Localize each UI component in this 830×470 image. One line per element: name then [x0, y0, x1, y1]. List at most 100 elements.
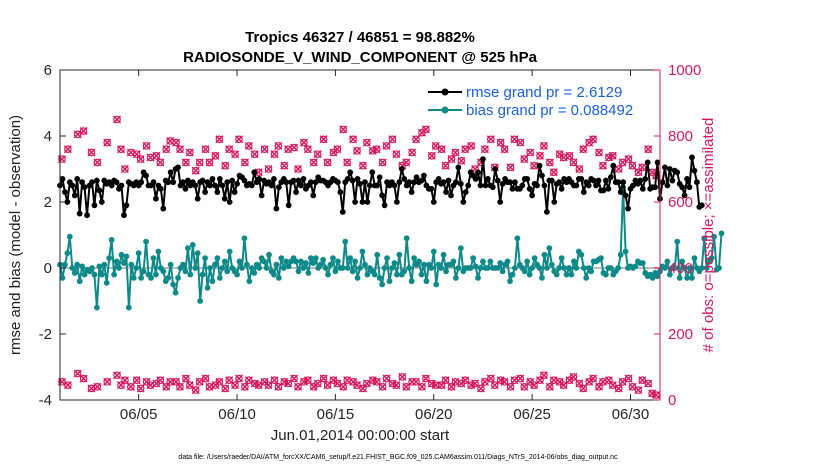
- bias-point: [664, 258, 671, 265]
- bias-point: [71, 270, 78, 276]
- rmse-point: [639, 185, 646, 192]
- bias-point: [580, 265, 587, 271]
- obs-possible-point: [294, 165, 302, 173]
- rmse-point: [455, 164, 462, 171]
- obs-possible-cross: [303, 145, 312, 154]
- obs-possible-point: [211, 152, 220, 160]
- obs-assimilated-circle: [176, 382, 184, 391]
- obs-possible-point: [614, 165, 623, 173]
- rmse-point: [408, 189, 415, 196]
- rmse-point: [509, 185, 516, 192]
- rmse-point: [524, 176, 531, 182]
- bias-point: [708, 255, 715, 261]
- rmse-point: [300, 176, 307, 182]
- obs-assimilated-circle: [487, 374, 495, 383]
- obs-assimilated-point: [614, 384, 623, 393]
- chart-title-line2: RADIOSONDE_V_WIND_COMPONENT @ 525 hPa: [183, 49, 538, 66]
- rmse-point: [536, 162, 543, 169]
- bias-point: [457, 245, 464, 252]
- rmse-point: [590, 177, 597, 184]
- bias-point: [216, 275, 223, 281]
- rmse-point: [89, 179, 95, 186]
- bias-point: [209, 278, 216, 285]
- obs-assimilated-circle: [274, 382, 283, 391]
- bias-point: [681, 265, 688, 271]
- bias-point: [487, 258, 494, 265]
- obs-possible-cross: [569, 158, 578, 167]
- bias-point: [546, 245, 553, 252]
- bias-point: [571, 258, 577, 265]
- obs-possible-cross: [185, 148, 194, 157]
- bias-point: [603, 271, 609, 278]
- rmse-point: [81, 184, 88, 191]
- obs-assimilated-point: [63, 381, 72, 390]
- bias-point: [711, 233, 717, 240]
- bias-point: [180, 261, 186, 268]
- bias-point: [123, 253, 130, 260]
- rmse-point: [108, 182, 115, 189]
- obs-assimilated-point: [589, 374, 598, 383]
- x-tick-label: 06/15: [317, 406, 355, 423]
- y-axis-left-label: rmse and bias (model - observation): [7, 115, 24, 355]
- obs-possible-point: [221, 161, 230, 170]
- obs-possible-point: [487, 135, 495, 144]
- bias-point: [300, 265, 307, 271]
- rmse-point: [507, 179, 513, 186]
- rmse-point: [121, 212, 127, 219]
- bias-point: [170, 281, 177, 288]
- obs-possible-point: [93, 158, 102, 167]
- obs-possible-point: [359, 161, 367, 170]
- obs-possible-cross: [358, 161, 367, 170]
- bias-point: [607, 265, 614, 271]
- obs-assimilated-point: [378, 382, 387, 391]
- bias-point: [62, 261, 68, 268]
- obs-assimilated-circle: [186, 381, 194, 389]
- bias-point: [701, 235, 708, 242]
- obs-possible-point: [304, 145, 312, 154]
- bias-point: [548, 261, 555, 268]
- rmse-point: [381, 202, 388, 209]
- obs-possible-point: [506, 163, 515, 172]
- bias-point: [357, 265, 363, 271]
- bias-point: [79, 263, 86, 270]
- rmse-point: [364, 199, 371, 205]
- bias-point: [418, 271, 425, 278]
- bias-point: [256, 265, 263, 271]
- obs-possible-cross: [549, 168, 558, 177]
- rmse-point: [202, 189, 208, 196]
- rmse-point: [580, 189, 587, 196]
- obs-possible-cross: [152, 151, 161, 160]
- rmse-point: [339, 209, 346, 215]
- rmse-point: [401, 176, 408, 182]
- rmse-point: [462, 189, 469, 196]
- obs-possible-cross: [113, 115, 122, 124]
- obs-possible-cross: [264, 165, 273, 173]
- obs-possible-cross: [608, 151, 617, 160]
- obs-possible-cross: [378, 158, 387, 167]
- obs-possible-cross: [323, 158, 332, 167]
- bias-point: [504, 258, 511, 265]
- obs-possible-point: [526, 148, 534, 157]
- rmse-point: [484, 176, 491, 182]
- obs-assimilated-point: [132, 376, 141, 385]
- rmse-point: [428, 185, 435, 192]
- rmse-point: [556, 179, 563, 186]
- obs-assimilated-circle: [191, 386, 200, 394]
- rmse-point: [212, 182, 218, 189]
- obs-possible-point: [496, 138, 505, 147]
- obs-possible-cross: [254, 168, 263, 177]
- bias-point: [172, 289, 179, 296]
- rmse-point: [226, 199, 233, 205]
- obs-possible-point: [205, 158, 214, 167]
- obs-possible-point: [270, 150, 279, 158]
- y-left-tick-label: 0: [44, 260, 52, 277]
- bias-point: [310, 260, 317, 266]
- bias-point: [561, 265, 567, 271]
- bias-point: [148, 275, 154, 281]
- obs-possible-cross: [215, 135, 224, 144]
- obs-possible-cross: [589, 135, 598, 144]
- rmse-point: [406, 179, 413, 186]
- rmse-point: [497, 199, 504, 205]
- rmse-point: [352, 199, 358, 205]
- rmse-point: [344, 176, 351, 182]
